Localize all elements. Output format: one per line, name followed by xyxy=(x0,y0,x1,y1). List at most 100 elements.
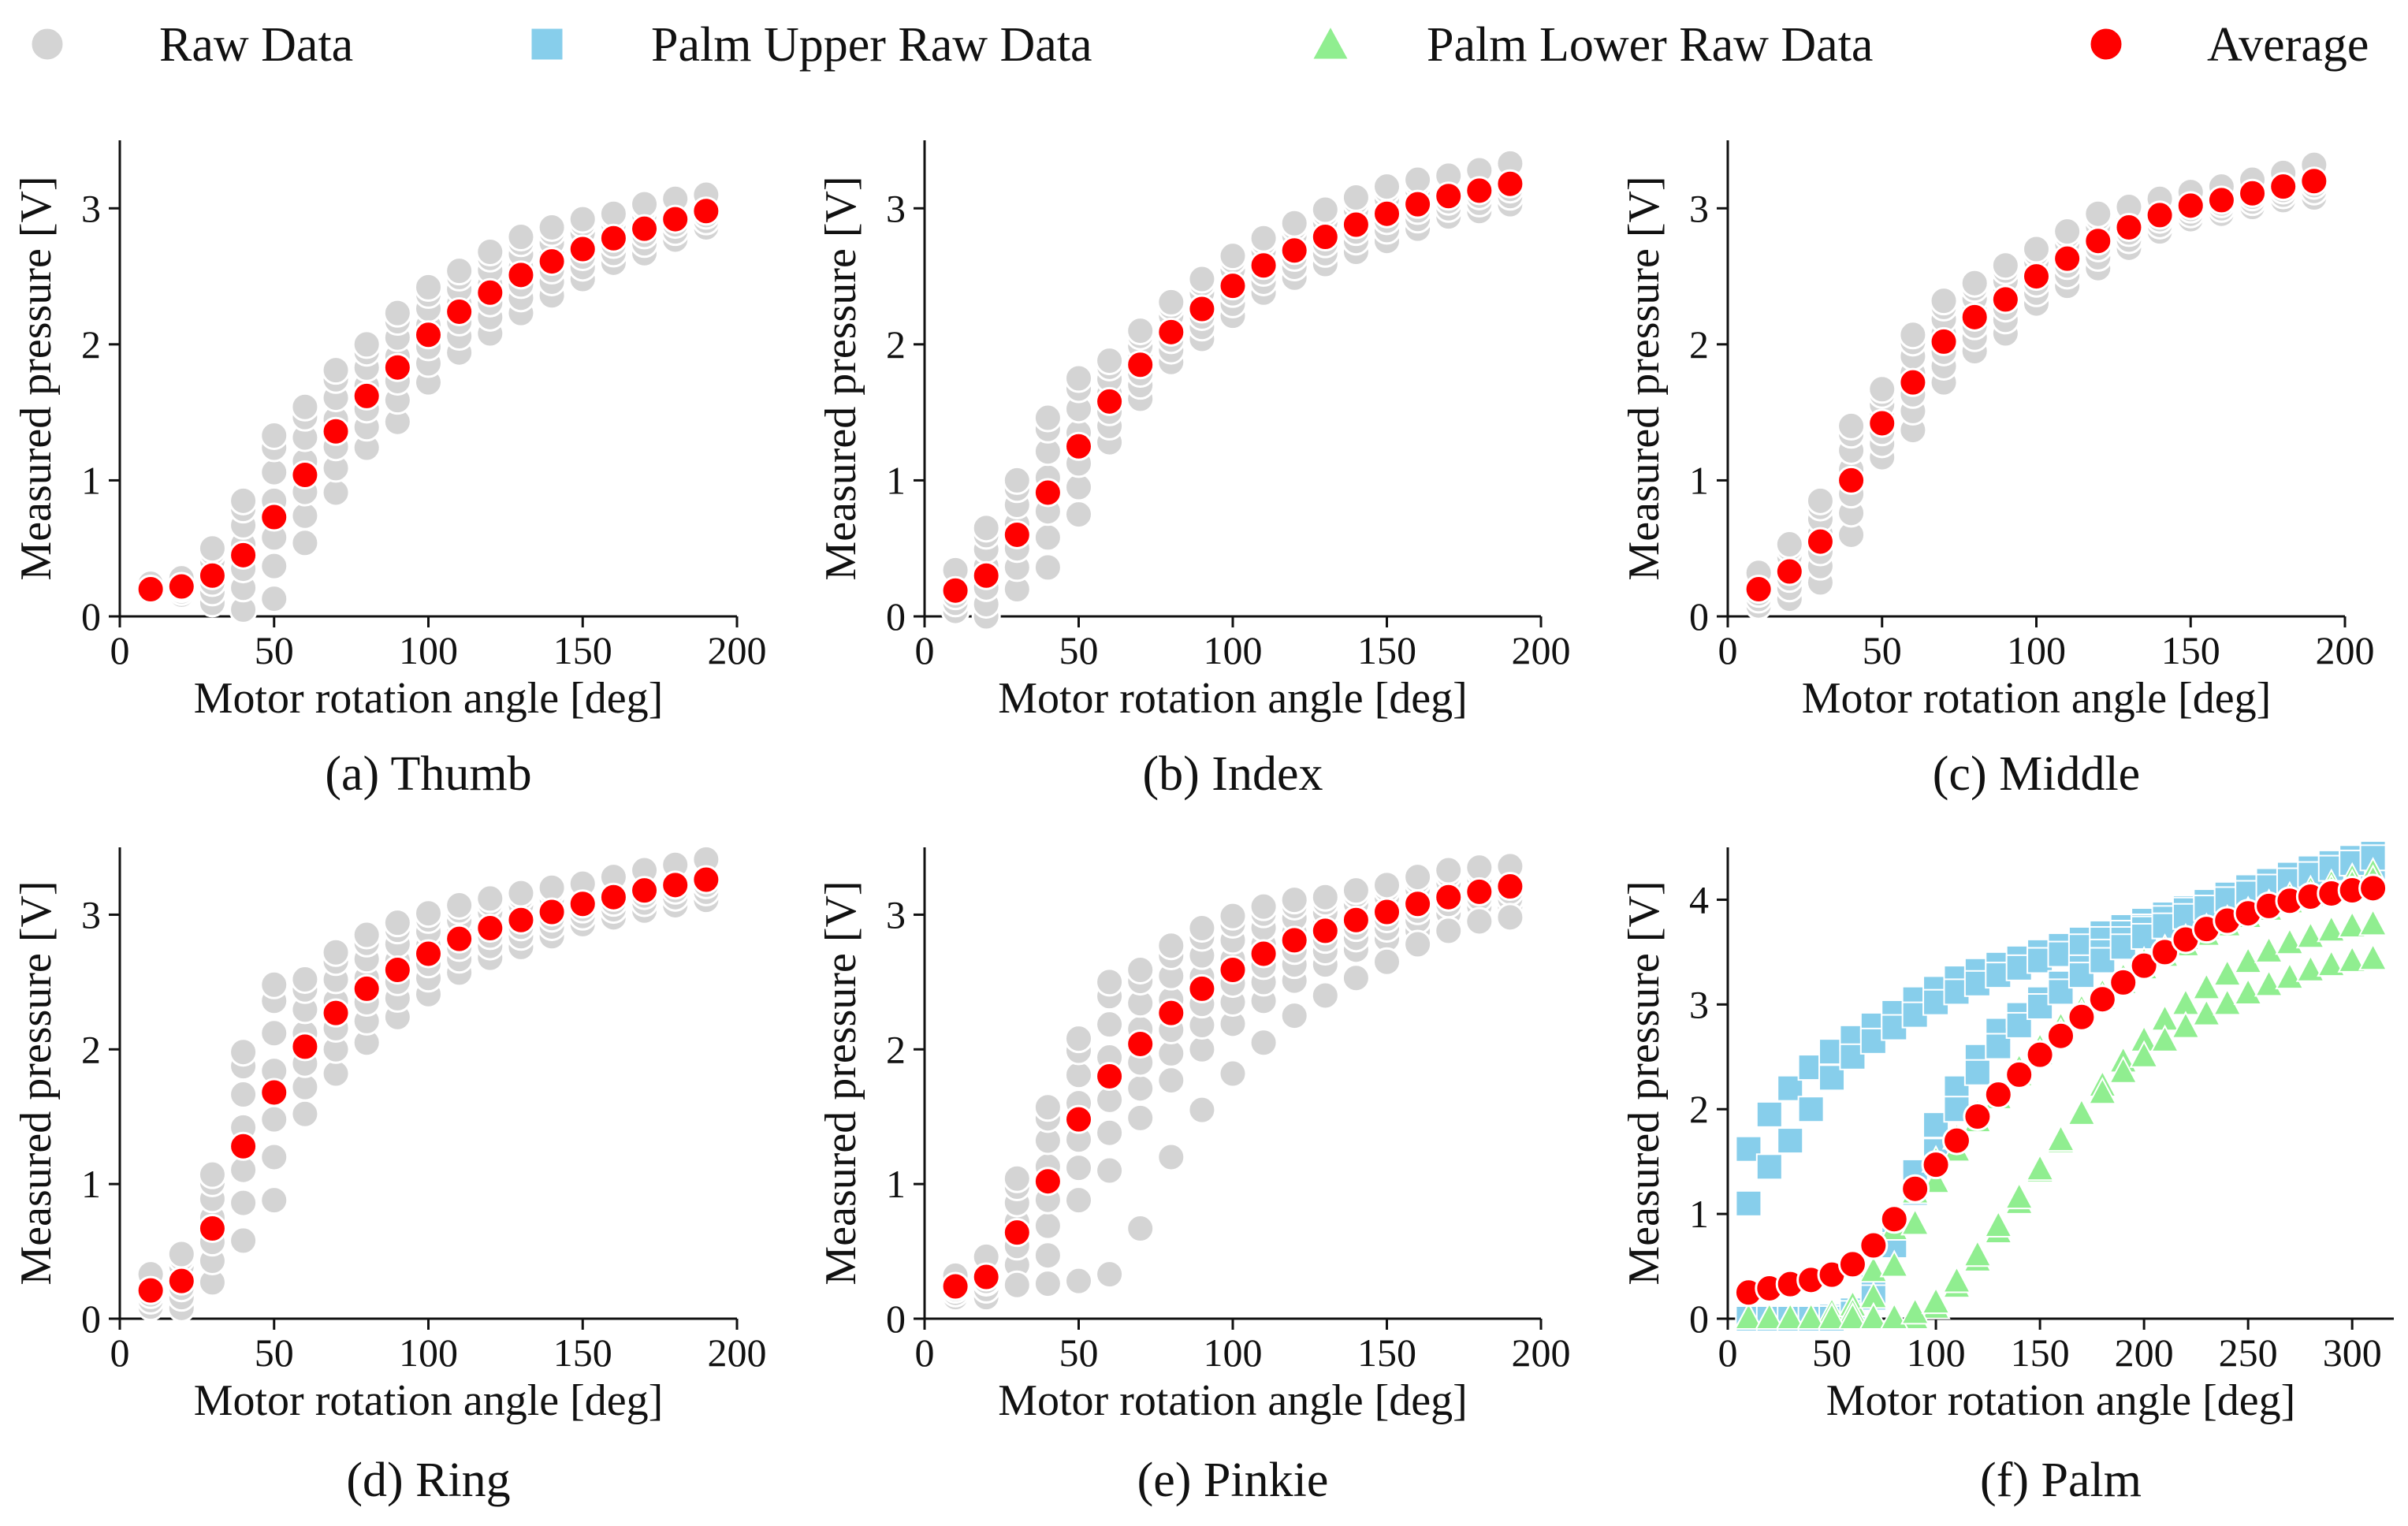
raw-data-point xyxy=(1187,264,1217,294)
average-point xyxy=(1434,882,1464,912)
raw-data-point xyxy=(1805,486,1835,515)
raw-data-point xyxy=(259,1185,289,1215)
average-point xyxy=(136,1275,166,1305)
raw-data-point xyxy=(1279,208,1309,238)
raw-data-point xyxy=(290,964,320,994)
y-tick-label: 3 xyxy=(81,186,101,230)
palm-lower-point xyxy=(1963,1239,1993,1267)
raw-data-point xyxy=(1095,1156,1125,1185)
palm-lower-point xyxy=(2233,946,2263,974)
raw-data-point xyxy=(1372,870,1401,900)
average-point xyxy=(1033,1167,1063,1197)
average-point xyxy=(259,1078,289,1107)
average-point xyxy=(1156,998,1186,1028)
palm-upper-point xyxy=(1777,1127,1804,1155)
x-tick-label: 0 xyxy=(1718,1331,1738,1375)
average-point xyxy=(1434,181,1464,211)
raw-data-point xyxy=(1310,882,1340,912)
raw-data-point xyxy=(1033,553,1063,582)
raw-data-point xyxy=(1837,411,1866,441)
raw-data-point xyxy=(382,298,412,328)
average-point xyxy=(229,1131,259,1161)
raw-data-point xyxy=(321,937,351,967)
average-point xyxy=(2067,1002,2097,1032)
average-point xyxy=(1960,302,1989,332)
average-point xyxy=(598,223,628,253)
raw-data-point xyxy=(1126,1214,1156,1244)
raw-data-point xyxy=(259,551,289,581)
palm-lower-point xyxy=(2045,1123,2076,1152)
raw-data-point xyxy=(1341,963,1371,993)
average-point xyxy=(971,560,1001,590)
y-tick-label: 1 xyxy=(81,1162,101,1206)
palm-lower-point xyxy=(2337,910,2367,938)
palm-lower-point xyxy=(1941,1265,1972,1293)
x-tick-label: 100 xyxy=(1204,628,1263,672)
average-point xyxy=(598,882,628,912)
average-point xyxy=(1033,478,1063,508)
raw-data-point xyxy=(1960,268,1989,298)
palm-lower-point xyxy=(1796,1301,1826,1330)
average-point xyxy=(382,352,412,382)
average-point xyxy=(321,416,351,446)
average-point xyxy=(2083,226,2113,256)
legend-item-raw-data: Raw Data xyxy=(29,18,353,72)
raw-data-point xyxy=(1372,172,1401,202)
palm-lower-point xyxy=(1755,1301,1785,1330)
raw-data-point xyxy=(445,256,475,286)
raw-data-point xyxy=(475,237,505,267)
raw-data-point xyxy=(1929,286,1959,316)
raw-data-point xyxy=(1095,1260,1125,1290)
x-tick-label: 200 xyxy=(1512,628,1571,672)
raw-data-point xyxy=(382,908,412,938)
average-point xyxy=(630,214,660,244)
raw-data-point xyxy=(971,513,1001,543)
x-axis-label: Motor rotation angle [deg] xyxy=(998,674,1468,723)
y-tick-label: 1 xyxy=(1689,458,1709,502)
raw-data-point xyxy=(197,1159,227,1189)
legend-item-palm-upper: Palm Upper Raw Data xyxy=(529,18,1092,72)
raw-data-point xyxy=(1249,891,1278,921)
raw-data-point xyxy=(1126,955,1156,984)
raw-data-point xyxy=(1218,901,1248,931)
y-tick-label: 2 xyxy=(81,322,101,367)
palm-lower-point xyxy=(2254,969,2284,997)
average-point xyxy=(940,575,970,605)
x-tick-label: 100 xyxy=(2007,628,2066,672)
raw-data-point xyxy=(1774,530,1804,560)
raw-data-point xyxy=(259,1018,289,1048)
x-tick-label: 100 xyxy=(399,1331,458,1375)
average-point xyxy=(1156,317,1186,347)
raw-data-point xyxy=(630,189,660,219)
raw-data-point xyxy=(1279,1001,1309,1031)
palm-lower-point xyxy=(2295,954,2326,982)
average-point xyxy=(1990,285,2020,315)
palm-lower-point xyxy=(2358,943,2388,971)
legend: Raw Data Palm Upper Raw Data Palm Lower … xyxy=(29,18,2369,72)
average-point xyxy=(1898,367,1928,397)
x-tick-label: 0 xyxy=(110,628,130,672)
average-point xyxy=(1249,251,1278,281)
average-point xyxy=(1279,925,1309,955)
x-tick-label: 200 xyxy=(2316,628,2375,672)
average-point xyxy=(1279,236,1309,266)
palm-upper-point xyxy=(1859,1027,1887,1055)
average-point xyxy=(1805,527,1835,556)
raw-data-point xyxy=(1403,929,1433,959)
raw-data-point xyxy=(1002,1270,1032,1300)
y-tick-label: 3 xyxy=(1689,186,1709,230)
raw-data-point xyxy=(197,534,227,564)
raw-data-point xyxy=(1156,287,1186,317)
raw-data-point xyxy=(321,355,351,385)
raw-data-point xyxy=(445,890,475,920)
raw-data-point xyxy=(259,584,289,614)
average-point xyxy=(1064,431,1093,461)
average-point xyxy=(1879,1204,1909,1234)
palm-lower-point xyxy=(1733,1301,1764,1330)
palm-upper-point xyxy=(1963,1059,1991,1086)
average-point xyxy=(1465,877,1494,906)
legend-label-palm-lower: Palm Lower Raw Data xyxy=(1427,18,1873,72)
raw-data-point xyxy=(1126,316,1156,346)
average-point xyxy=(2150,937,2180,967)
